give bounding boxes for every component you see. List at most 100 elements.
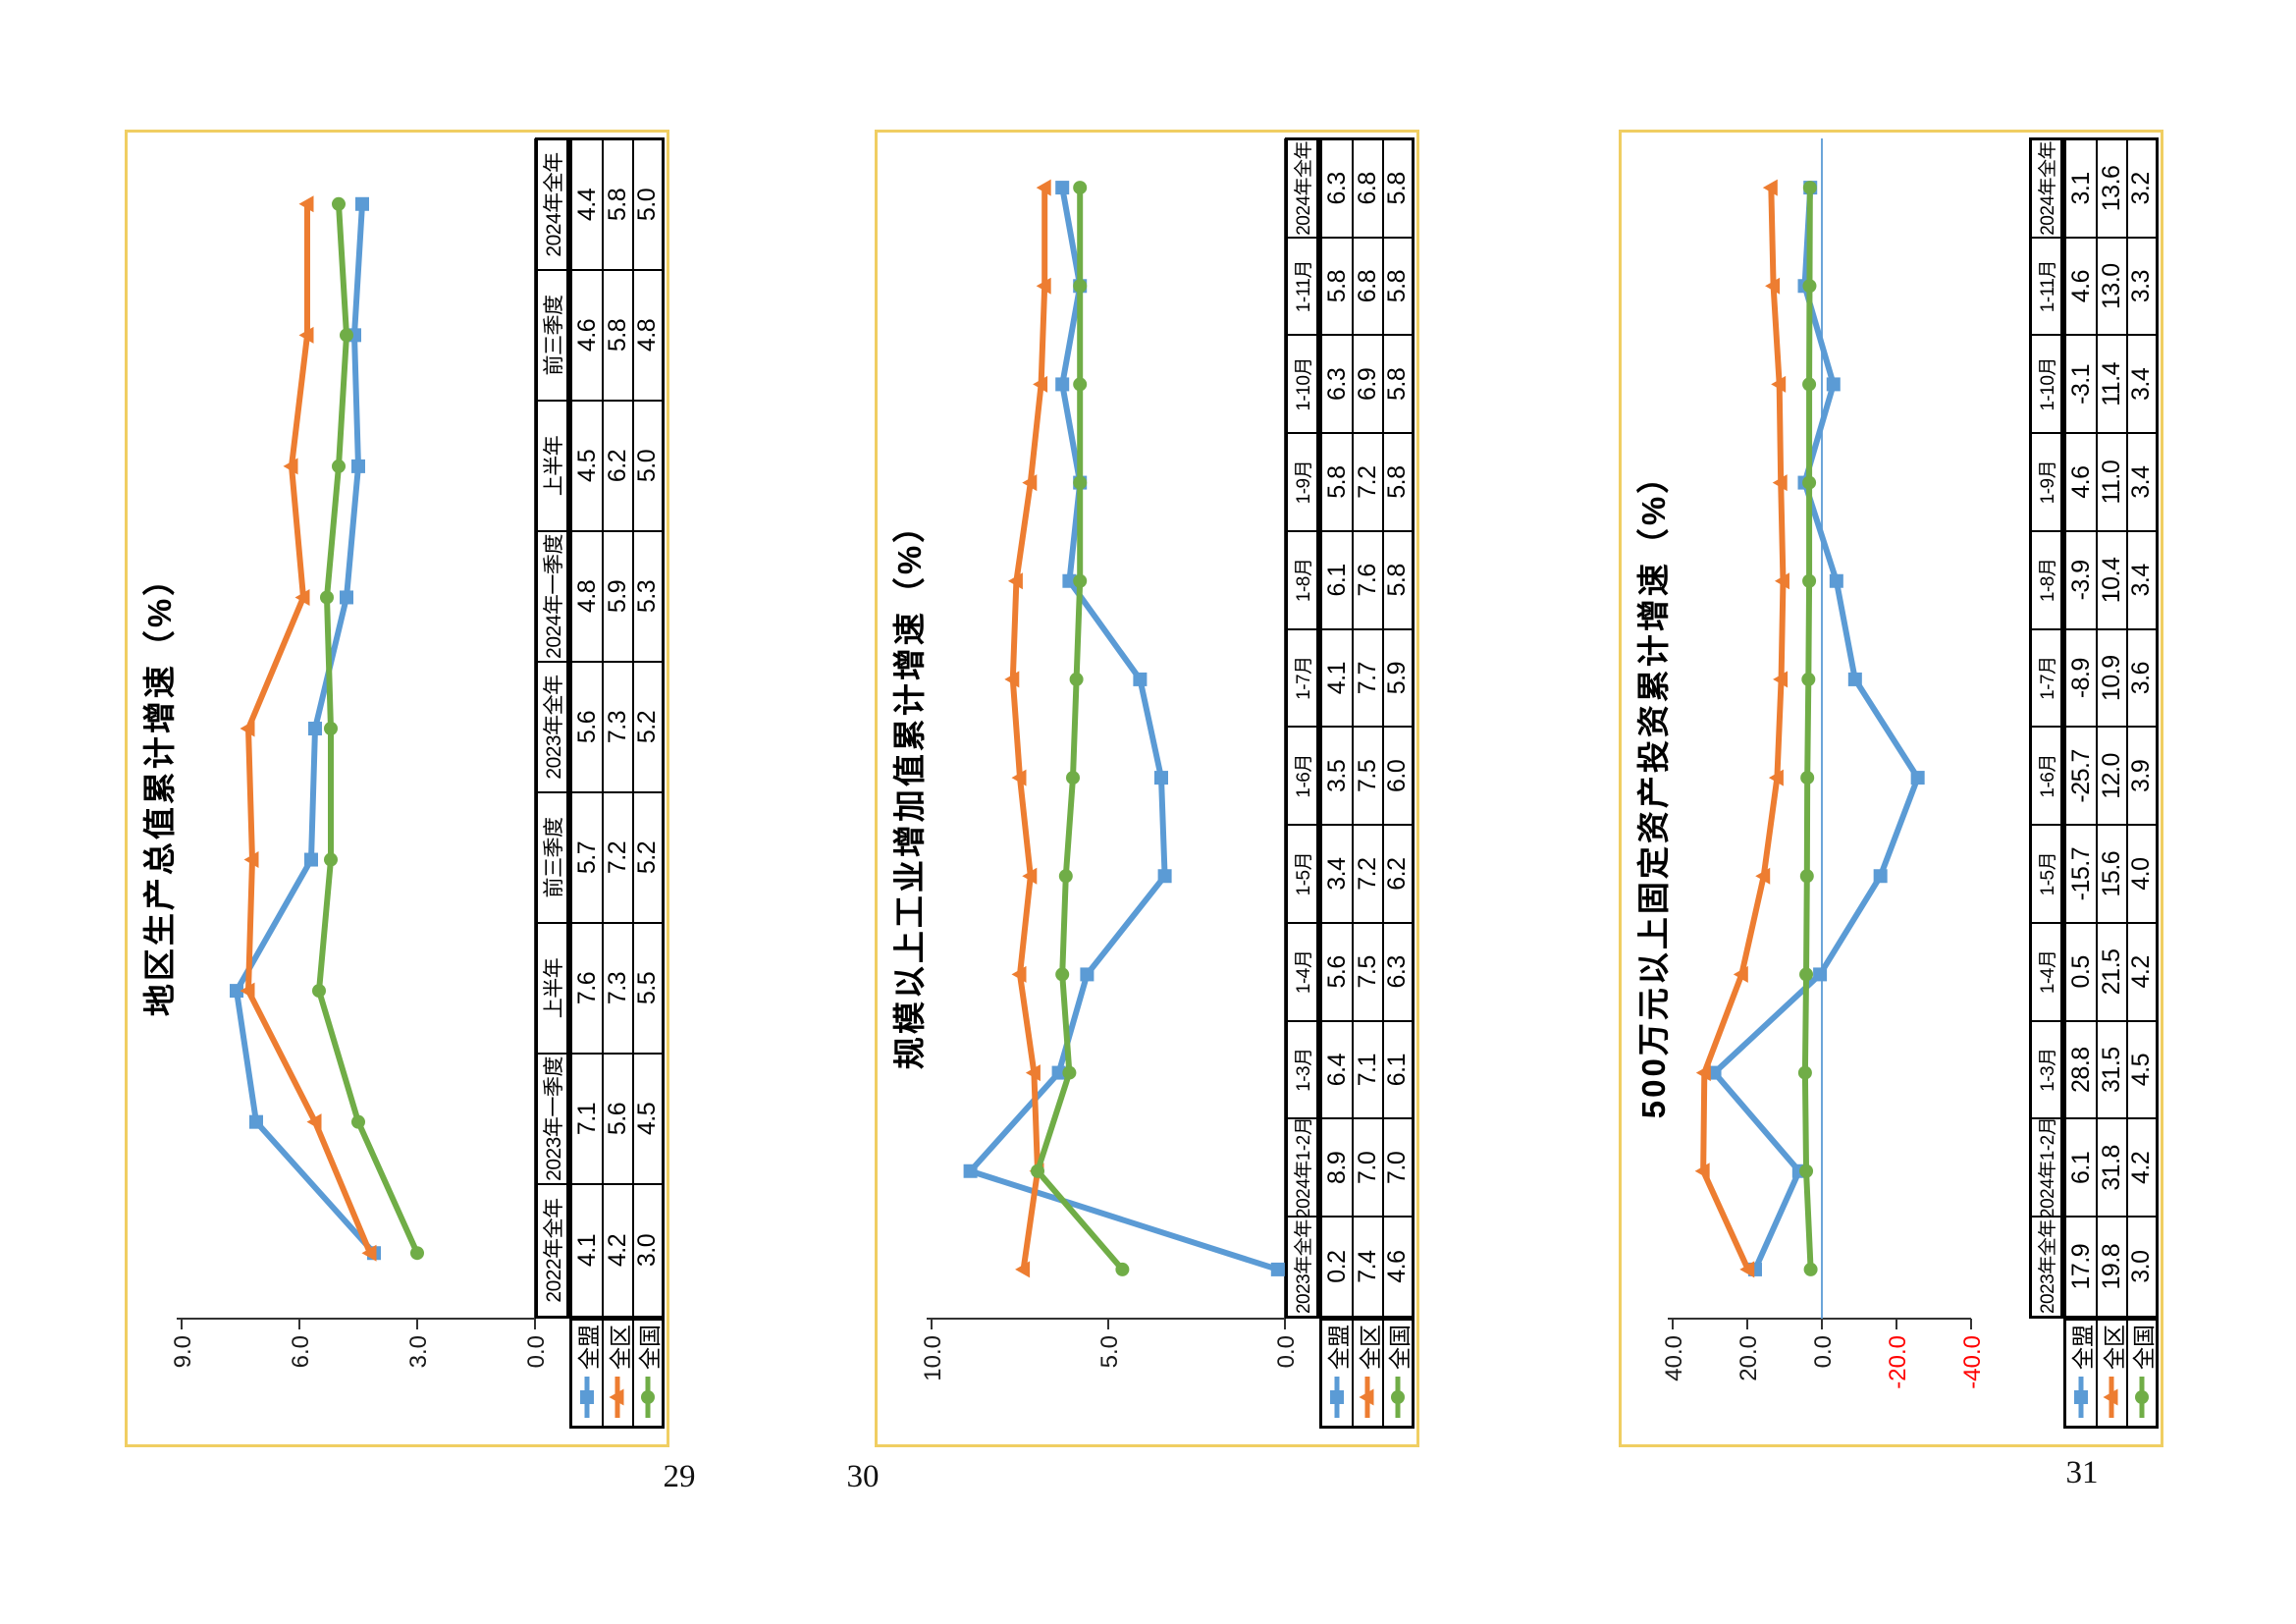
legend-series-name: 全区 xyxy=(2101,1325,2126,1370)
table-value-cell: 7.2 xyxy=(602,793,632,924)
data-point-marker xyxy=(1080,967,1095,982)
series-line-0 xyxy=(1711,185,1921,1272)
data-point-marker xyxy=(1799,967,1814,982)
data-point-marker xyxy=(1073,475,1088,490)
table-value-cell: 7.2 xyxy=(1352,826,1382,924)
table-value-cell: 7.1 xyxy=(572,1055,603,1185)
data-table-legend-column: 全盟 全区 全国 xyxy=(569,1318,665,1429)
table-header-cell: 1-7月 xyxy=(2032,629,2060,729)
table-value-cell: 7.5 xyxy=(1352,728,1382,827)
table-value-cell: 5.2 xyxy=(631,793,662,924)
data-point-marker xyxy=(1022,867,1038,885)
rotated-chart-investment: 500万元以上固定资产投资累计增速（%） -40.0 -20.0 0.0 20.0 40… xyxy=(1622,133,2162,1444)
data-table-header-row: 2023年全年 2024年1-2月 1-3月 1-4月 1-5月 1-6月 1-7月 1-8月… xyxy=(1285,137,1319,1319)
table-value-cell: 7.7 xyxy=(1352,629,1382,729)
table-value-cell: 3.1 xyxy=(2066,140,2097,239)
series-line-2 xyxy=(1801,185,1814,1272)
table-value-cell: 7.0 xyxy=(1352,1119,1382,1218)
axis-tick-label: 0.0 xyxy=(1273,1335,1300,1368)
table-value-cell: 4.6 xyxy=(2066,238,2097,337)
data-point-marker xyxy=(332,196,346,211)
data-point-marker xyxy=(1707,1065,1722,1080)
data-point-marker xyxy=(1755,867,1771,885)
table-header-cell: 2024年全年 xyxy=(2032,140,2060,239)
data-point-marker xyxy=(609,1388,624,1406)
square-marker-icon xyxy=(2074,1377,2089,1418)
data-point-marker xyxy=(1330,1390,1345,1404)
table-header-cell: 1-8月 xyxy=(1288,532,1316,630)
page-number: 31 xyxy=(2065,1455,2099,1490)
table-value-cell: 5.6 xyxy=(1322,924,1353,1022)
table-header-cell: 2023年全年 xyxy=(2038,1219,2058,1315)
axis-tick-label: 20.0 xyxy=(1735,1335,1762,1381)
table-header-cell: 1-3月 xyxy=(2032,1021,2060,1120)
table-value-cell: 5.7 xyxy=(572,793,603,924)
table-value-cell: 0.2 xyxy=(1322,1250,1351,1283)
data-point-marker xyxy=(1011,769,1027,786)
data-point-marker xyxy=(1022,474,1038,492)
data-point-marker xyxy=(351,1114,365,1129)
data-point-marker xyxy=(1772,474,1788,492)
table-header-cell: 2024年全年 xyxy=(538,140,566,271)
table-value-cell: 4.1 xyxy=(572,1233,601,1268)
legend-item: 全区 xyxy=(602,1321,632,1426)
data-point-marker xyxy=(240,982,255,1000)
data-point-marker xyxy=(1801,672,1816,686)
axis-tick-label: 10.0 xyxy=(920,1335,946,1381)
legend-item: 全国 xyxy=(631,1321,662,1426)
table-value-cell: 6.2 xyxy=(1381,826,1412,924)
table-value-cell: 19.8 xyxy=(2096,1218,2126,1316)
table-header-cell: 2024年一季度 xyxy=(538,532,566,663)
table-value-cell: 4.5 xyxy=(2125,1021,2156,1120)
data-point-marker xyxy=(1073,279,1088,294)
table-value-cell: 5.3 xyxy=(631,532,662,663)
legend-series-name: 全国 xyxy=(636,1325,662,1370)
data-point-marker xyxy=(1154,771,1168,785)
axis-tick-label: -40.0 xyxy=(1959,1335,1986,1389)
data-point-marker xyxy=(304,852,318,867)
table-value-cell: 5.8 xyxy=(1322,238,1353,337)
table-value-cell: 3.3 xyxy=(2125,238,2156,337)
table-value-cell: 5.2 xyxy=(631,663,662,793)
triangle-marker-icon xyxy=(2103,1377,2118,1418)
legend-series-name: 全盟 xyxy=(1326,1325,1353,1370)
triangle-marker-icon xyxy=(1359,1377,1374,1418)
table-value-cell: 5.6 xyxy=(602,1055,632,1185)
table-header-cell: 1-4月 xyxy=(2032,924,2060,1022)
table-value-cell: 4.6 xyxy=(2066,434,2097,532)
table-header-cell: 2023年全年 xyxy=(538,663,566,793)
table-value-cell: 5.8 xyxy=(602,140,632,271)
data-point-marker xyxy=(1270,1262,1285,1276)
table-value-cell: 4.4 xyxy=(572,140,603,271)
series-line-1 xyxy=(1700,185,1787,1272)
rotated-chart-gdp: 地区生产总值累计增速（%） 0.0 3.0 6.0 9.0 2022年全年 2023年一… xyxy=(128,133,667,1444)
data-point-marker xyxy=(580,1390,595,1404)
legend-series-name: 全盟 xyxy=(576,1325,603,1370)
data-point-marker xyxy=(294,588,310,606)
data-point-marker xyxy=(640,1390,655,1404)
circle-marker-icon xyxy=(1390,1377,1405,1418)
data-point-marker xyxy=(1800,771,1815,785)
data-point-marker xyxy=(332,459,346,473)
data-point-marker xyxy=(1069,672,1084,686)
table-value-cell: 3.4 xyxy=(2125,532,2156,630)
table-value-cell: 3.4 xyxy=(2125,434,2156,532)
table-value-cell: 21.5 xyxy=(2096,924,2126,1022)
data-point-marker xyxy=(306,1113,322,1131)
table-value-cell: 4.8 xyxy=(631,271,662,402)
data-point-marker xyxy=(2103,1388,2118,1406)
table-value-cell: 4.2 xyxy=(2125,924,2156,1022)
data-point-marker xyxy=(298,326,314,344)
table-value-cell: 4.2 xyxy=(2125,1119,2156,1218)
page-number: 29 xyxy=(663,1459,696,1494)
table-header-cell: 1-5月 xyxy=(1288,826,1316,924)
table-value-cell: 4.6 xyxy=(572,271,603,402)
data-point-marker xyxy=(1694,1163,1710,1180)
table-header-cell: 前三季度 xyxy=(538,793,566,924)
data-point-marker xyxy=(308,722,322,735)
data-point-marker xyxy=(351,459,365,473)
data-point-marker xyxy=(1033,375,1048,393)
table-value-cell: 10.9 xyxy=(2096,629,2126,729)
data-point-marker xyxy=(1802,181,1817,195)
data-point-marker xyxy=(2134,1390,2149,1404)
